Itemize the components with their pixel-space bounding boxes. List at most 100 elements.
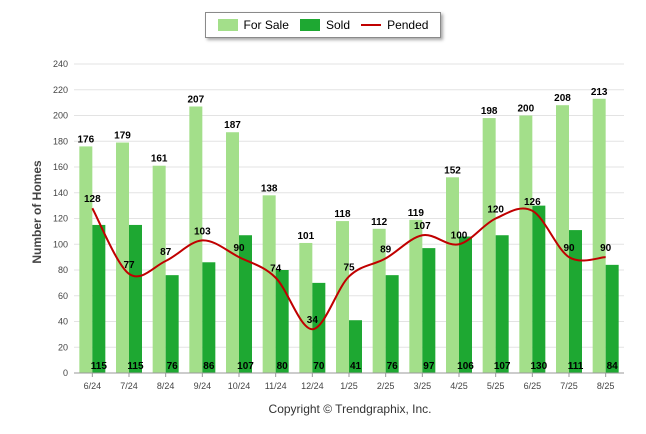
sold-bar (605, 264, 619, 373)
sold-value-label: 115 (91, 361, 108, 372)
for-sale-value-label: 152 (444, 165, 461, 176)
legend-item-for-sale: For Sale (217, 18, 289, 32)
sold-bar (495, 235, 509, 373)
pended-value-label: 90 (233, 243, 245, 254)
data-labels: 176 115 179 115 161 76 207 86 187 107 138 80 101 70 11… (77, 87, 618, 372)
pended-value-label: 90 (563, 243, 575, 254)
y-tick-label: 40 (58, 317, 68, 327)
x-tick-label: 8/24 (157, 381, 175, 391)
sold-swatch (299, 19, 320, 31)
x-tick-label: 6/25 (524, 381, 542, 391)
bars (79, 98, 619, 374)
for-sale-bar (116, 142, 129, 373)
y-axis: 0 20 40 60 80 100 120 140 160 180 200 220 240 (53, 59, 68, 378)
sold-value-label: 97 (423, 361, 435, 372)
x-tick-label: 8/25 (597, 381, 615, 391)
pended-value-label: 107 (414, 221, 431, 232)
pended-value-label: 87 (160, 247, 172, 258)
for-sale-bar (189, 106, 203, 374)
x-tick-label: 3/25 (414, 381, 432, 391)
for-sale-value-label: 118 (334, 209, 351, 220)
sold-value-label: 107 (494, 361, 511, 372)
pended-value-label: 100 (451, 230, 468, 241)
for-sale-swatch (217, 19, 238, 31)
for-sale-bar (556, 105, 569, 373)
pended-value-label: 34 (307, 315, 319, 326)
x-tick-label: 4/25 (450, 381, 468, 391)
for-sale-bar (592, 98, 606, 373)
pended-line (91, 207, 606, 331)
pended-value-label: 120 (487, 205, 504, 216)
sold-value-label: 111 (568, 361, 584, 372)
for-sale-bar (409, 219, 423, 373)
legend-label: Pended (387, 18, 429, 32)
sold-bar (202, 262, 216, 373)
y-tick-label: 240 (53, 59, 68, 69)
x-tick-label: 10/24 (228, 381, 251, 391)
pended-line-path (91, 207, 606, 331)
x-tick-label: 9/24 (194, 381, 212, 391)
sold-bar (312, 282, 326, 373)
for-sale-bar (446, 177, 459, 373)
pended-value-label: 75 (343, 262, 355, 273)
sold-bar (92, 224, 106, 373)
sold-bar (239, 235, 252, 373)
x-tick-label: 12/24 (301, 381, 324, 391)
sold-bar (165, 275, 179, 373)
pended-value-label: 90 (600, 243, 612, 254)
x-tick-label: 1/25 (340, 381, 358, 391)
y-tick-label: 60 (58, 291, 68, 301)
for-sale-value-label: 138 (261, 183, 278, 194)
y-tick-label: 200 (53, 111, 68, 121)
sold-bar (129, 224, 142, 373)
for-sale-bar (262, 195, 276, 373)
for-sale-value-label: 198 (481, 106, 498, 117)
y-tick-label: 220 (53, 85, 68, 95)
y-tick-label: 0 (63, 368, 68, 378)
y-axis-label: Number of Homes (30, 160, 44, 264)
sold-bar (459, 236, 472, 373)
sold-value-label: 107 (237, 361, 254, 372)
pended-value-label: 126 (524, 197, 541, 208)
x-tick-label: 7/24 (120, 381, 138, 391)
sold-bar (349, 320, 362, 373)
for-sale-bar (336, 221, 349, 373)
for-sale-value-label: 112 (371, 217, 388, 228)
sold-value-label: 130 (530, 361, 547, 372)
for-sale-bar (372, 228, 386, 373)
y-tick-label: 160 (53, 162, 68, 172)
sold-value-label: 106 (457, 361, 474, 372)
for-sale-value-label: 200 (517, 104, 534, 115)
sold-bar (275, 270, 289, 373)
for-sale-value-label: 176 (77, 134, 94, 145)
pended-swatch (361, 24, 382, 26)
sold-value-label: 70 (313, 361, 325, 372)
pended-value-label: 128 (84, 194, 101, 205)
for-sale-value-label: 213 (591, 87, 608, 98)
pended-value-label: 77 (123, 260, 135, 271)
legend-item-pended: Pended (361, 18, 428, 32)
sold-value-label: 76 (387, 361, 399, 372)
legend-label: For Sale (243, 18, 289, 32)
y-tick-label: 20 (58, 342, 68, 352)
sold-value-label: 80 (277, 361, 289, 372)
x-tick-label: 6/24 (84, 381, 102, 391)
sold-bar (422, 248, 436, 373)
for-sale-value-label: 161 (151, 154, 168, 165)
for-sale-value-label: 179 (114, 131, 131, 142)
sold-value-label: 41 (350, 361, 362, 372)
sold-bar (569, 230, 582, 373)
sold-bar (532, 205, 546, 373)
sold-value-label: 84 (607, 361, 619, 372)
for-sale-value-label: 187 (224, 120, 241, 131)
y-tick-label: 120 (53, 214, 68, 224)
sold-bar (385, 275, 399, 373)
legend-item-sold: Sold (299, 18, 350, 32)
y-tick-label: 140 (53, 188, 68, 198)
for-sale-value-label: 207 (187, 94, 204, 105)
for-sale-value-label: 208 (554, 93, 571, 104)
for-sale-bar (299, 242, 313, 373)
pended-value-label: 74 (270, 264, 282, 275)
x-tick-label: 2/25 (377, 381, 395, 391)
